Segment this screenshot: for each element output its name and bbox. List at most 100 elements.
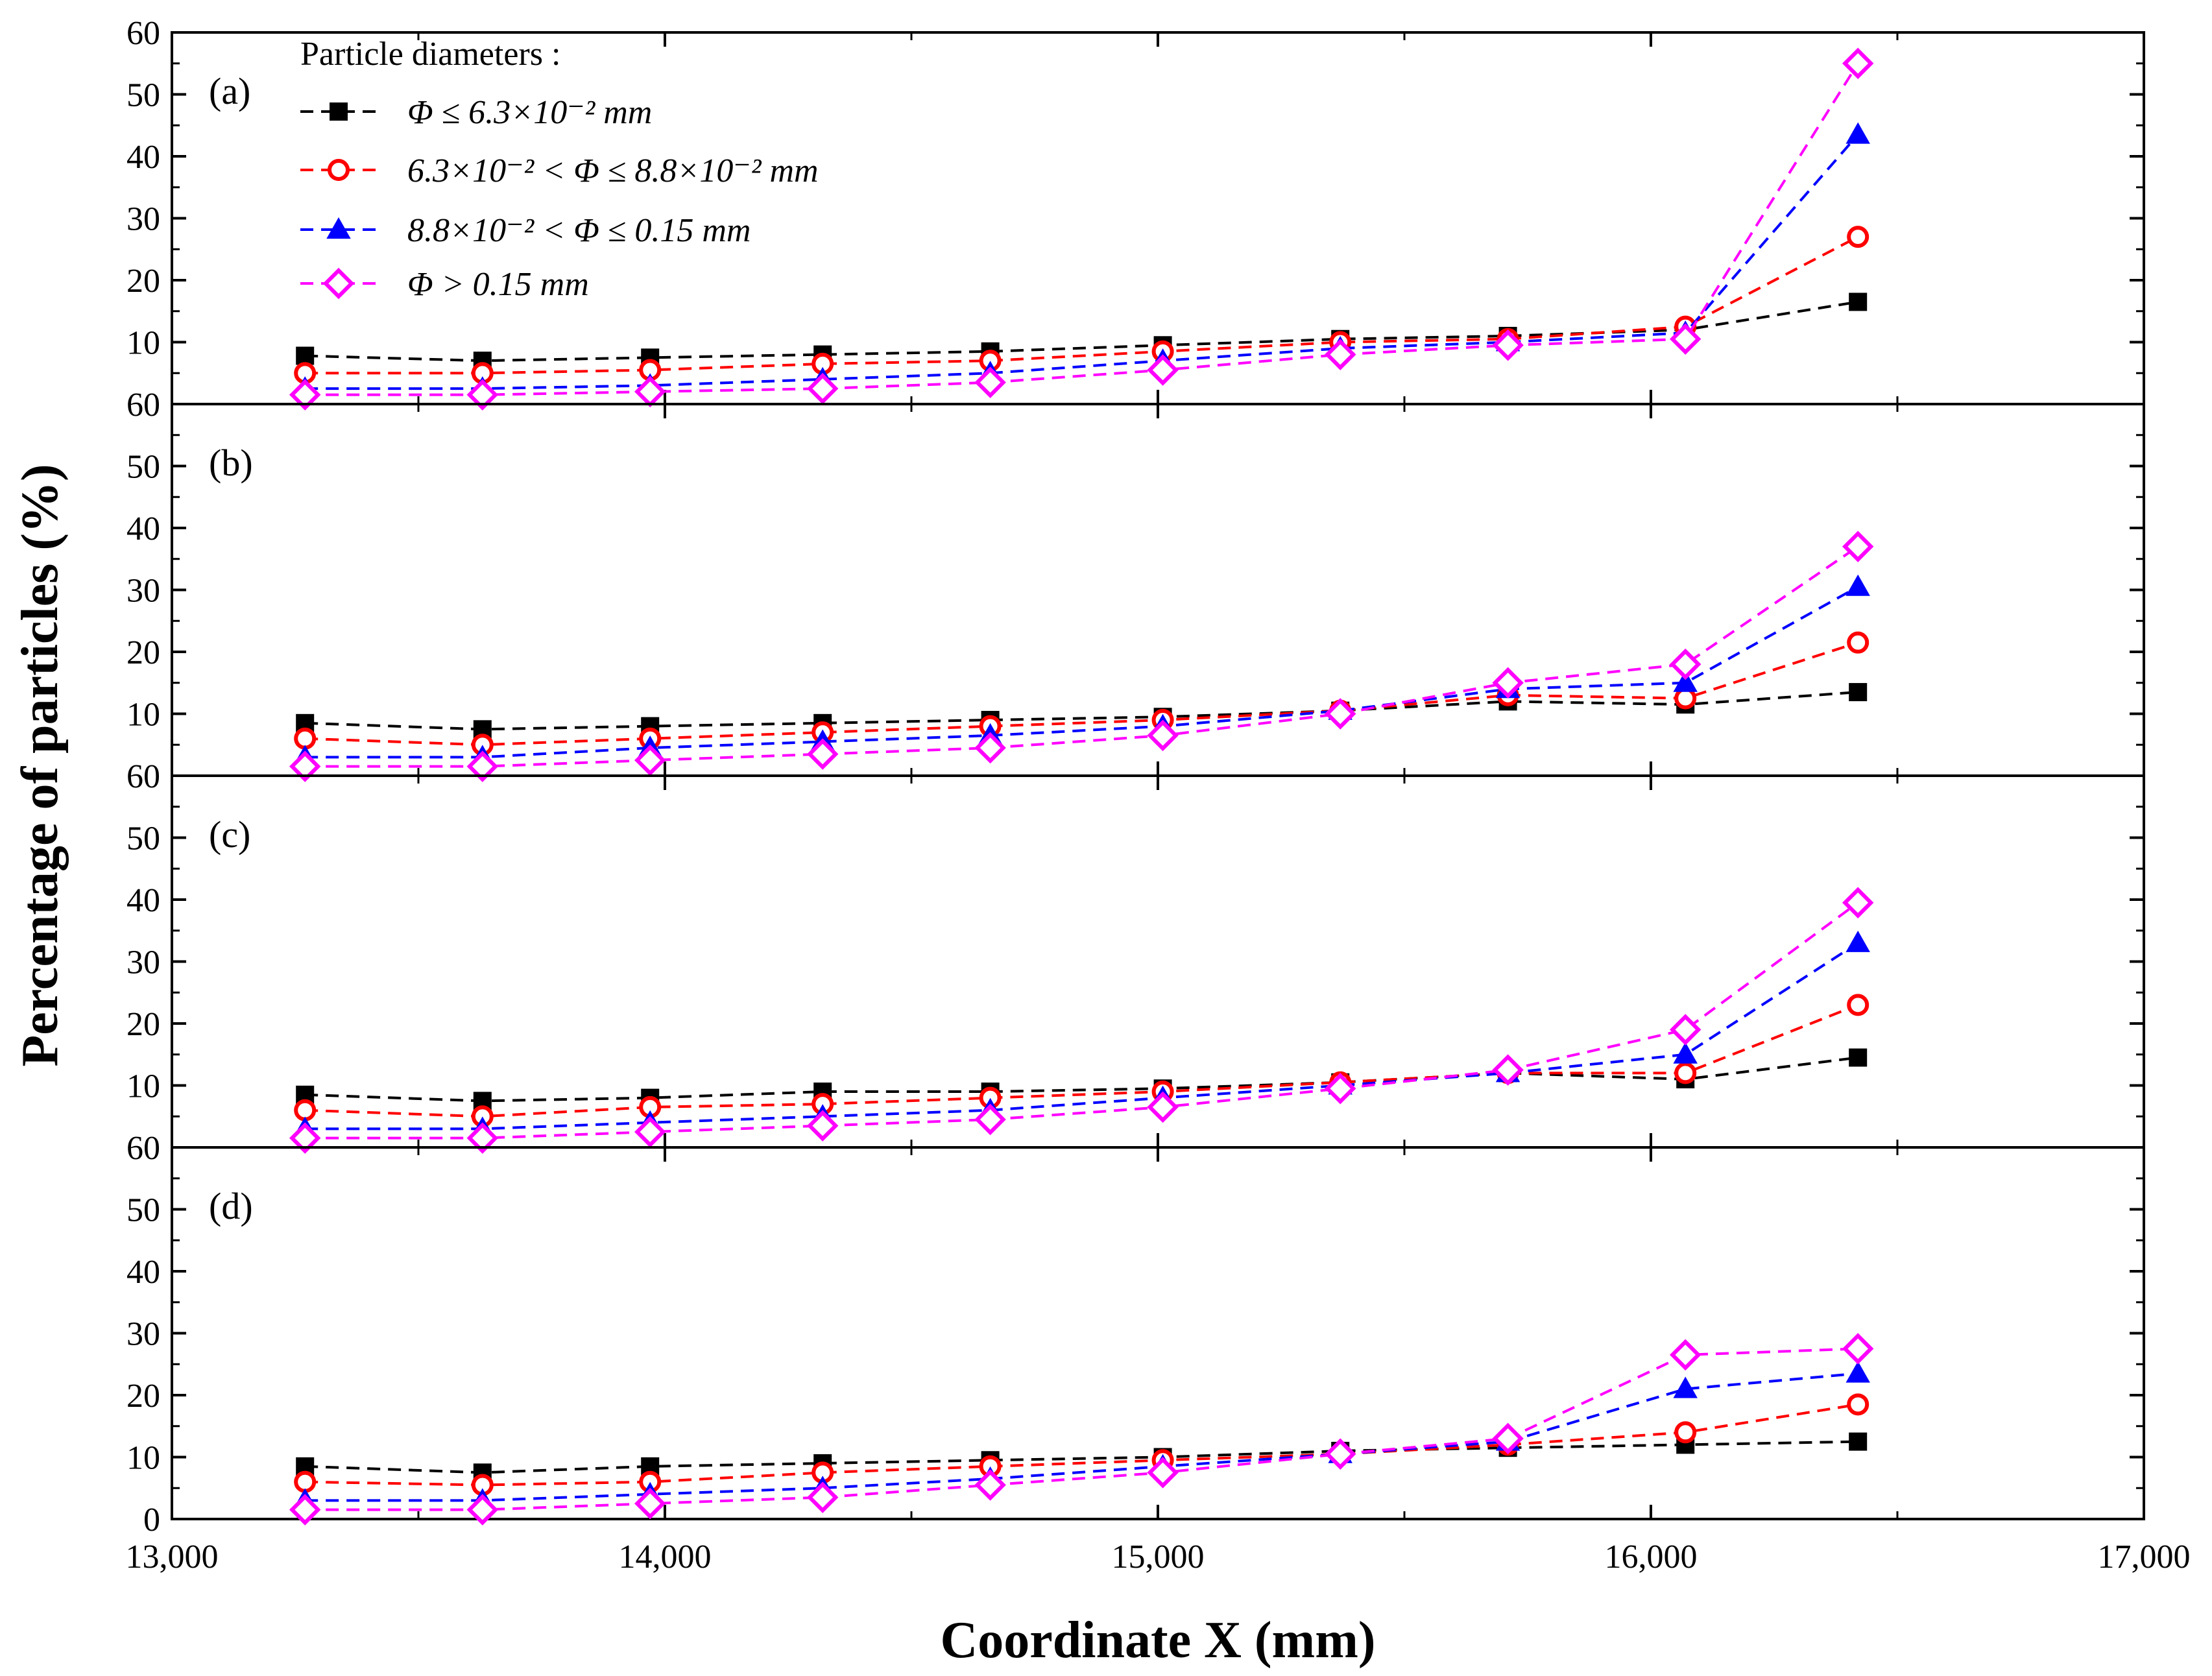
data-point [634, 376, 666, 408]
data-point [806, 1110, 839, 1142]
y-tick-label: 50 [126, 449, 160, 486]
y-tick-label: 40 [126, 139, 160, 176]
data-point [1674, 1421, 1697, 1444]
panel-c: 10 20 30 40 50 60 (c) [126, 758, 2145, 1154]
data-point [1669, 323, 1701, 355]
data-point [466, 1122, 499, 1154]
data-point [1845, 930, 1870, 952]
data-point [466, 379, 499, 411]
data-point [1673, 1042, 1698, 1064]
data-point [1842, 887, 1874, 919]
data-point [1847, 631, 1869, 654]
data-point [1842, 531, 1874, 562]
y-tick-label: 30 [126, 1316, 160, 1353]
data-point [806, 372, 839, 405]
y-tick-label: 40 [126, 1254, 160, 1291]
series-line [305, 1003, 1858, 1118]
legend-marker [328, 159, 350, 181]
data-point [1674, 1062, 1697, 1084]
data-point [634, 1116, 666, 1148]
data-point [289, 750, 321, 782]
legend-marker [326, 217, 351, 239]
data-point [1324, 698, 1356, 730]
y-tick-label: 10 [126, 325, 160, 362]
panel-label: (a) [209, 70, 250, 112]
data-point [974, 1103, 1006, 1136]
y-axis-title: Percentage of particles (%) [12, 464, 69, 1066]
series-line [305, 585, 1859, 759]
data-point [806, 1481, 839, 1513]
data-point [1324, 1438, 1356, 1470]
data-point [466, 750, 499, 782]
legend-item: Φ ≤ 6.3×10⁻² mm [300, 94, 652, 131]
legend-item: 8.8×10⁻² < Φ ≤ 0.15 mm [300, 212, 751, 249]
data-point [1324, 339, 1356, 370]
series-line [305, 1372, 1858, 1502]
data-point [1492, 667, 1524, 699]
y-tick-label: 60 [126, 1130, 160, 1167]
y-tick-label: 40 [126, 510, 160, 547]
data-point [1842, 47, 1874, 79]
y-tick-label: 40 [126, 882, 160, 919]
legend-label: Φ ≤ 6.3×10⁻² mm [407, 94, 652, 131]
legend-item: 6.3×10⁻² < Φ ≤ 8.8×10⁻² mm [300, 152, 819, 189]
y-tick-label: 60 [126, 15, 160, 52]
series-line [305, 545, 1859, 768]
y-tick-label: 30 [126, 201, 160, 238]
data-point [466, 1494, 499, 1526]
x-axis-title: Coordinate X (mm) [941, 1612, 1376, 1669]
legend-label: Φ > 0.15 mm [407, 266, 589, 303]
data-point [1849, 1432, 1868, 1451]
panel-label: (d) [209, 1185, 253, 1227]
series-line [305, 1440, 1858, 1474]
data-point [1669, 1014, 1701, 1046]
legend-marker [330, 102, 348, 121]
x-tick-label: 16,000 [1605, 1538, 1698, 1575]
y-tick-label: 20 [126, 263, 160, 300]
data-point [634, 744, 666, 776]
data-point [1845, 122, 1870, 144]
data-point [634, 1487, 666, 1520]
panel-a: 10 20 30 40 50 60 (a) [126, 15, 2145, 411]
data-point [1147, 719, 1179, 752]
data-point [1147, 1091, 1179, 1123]
y-tick-label: 30 [126, 573, 160, 610]
y-tick-label: 10 [126, 697, 160, 734]
data-point [1845, 574, 1870, 596]
series-line [305, 300, 1858, 363]
y-tick-label: 50 [126, 820, 160, 857]
data-point [1849, 293, 1868, 311]
data-point [289, 1122, 321, 1154]
y-tick-label: 10 [126, 1068, 160, 1105]
x-axis: 13,000 14,000 15,000 16,000 17,000 [126, 1538, 2191, 1575]
data-point [974, 732, 1006, 764]
legend-label: 8.8×10⁻² < Φ ≤ 0.15 mm [407, 212, 751, 249]
y-tick-label: 20 [126, 634, 160, 671]
data-point [1849, 683, 1868, 702]
legend-marker [322, 267, 355, 300]
data-point [1847, 226, 1869, 248]
data-point [1669, 648, 1701, 680]
data-point [1492, 329, 1524, 361]
data-point [1847, 1393, 1869, 1416]
data-point [1147, 1457, 1179, 1489]
data-point [473, 720, 492, 739]
legend-label: 6.3×10⁻² < Φ ≤ 8.8×10⁻² mm [407, 152, 819, 189]
data-point [1673, 670, 1698, 692]
panel-d: 0 10 20 30 40 50 60 (d) [126, 1130, 2145, 1538]
x-tick-label: 17,000 [2098, 1538, 2191, 1575]
x-tick-label: 14,000 [619, 1538, 712, 1575]
series-line [305, 134, 1859, 390]
data-point [1147, 354, 1179, 386]
y-tick-label: 60 [126, 758, 160, 795]
series-line [305, 691, 1858, 731]
panel-b: 10 20 30 40 50 60 (b) [126, 387, 2145, 782]
data-point [974, 366, 1006, 398]
y-tick-label: 60 [126, 387, 160, 424]
series-line [305, 235, 1859, 375]
series-line [305, 1056, 1858, 1103]
legend-title: Particle diameters : [300, 36, 560, 73]
data-point [1847, 994, 1869, 1016]
data-point [806, 738, 839, 770]
